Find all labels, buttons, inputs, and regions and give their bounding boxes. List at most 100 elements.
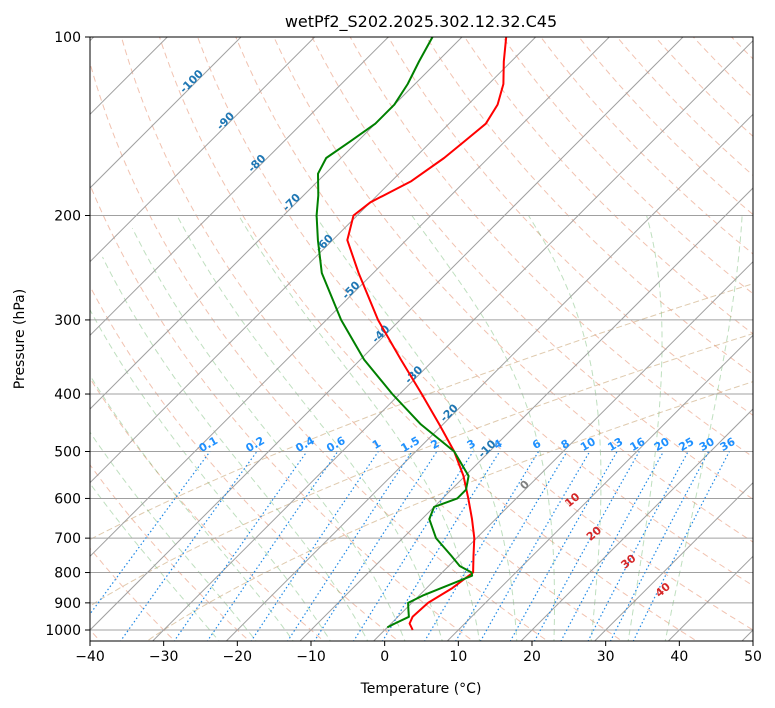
mixing-ratio-line: [455, 451, 568, 641]
x-tick-label: −40: [75, 649, 105, 665]
mixing-ratio-line: [119, 451, 258, 641]
x-tick-label: 50: [744, 649, 762, 665]
isotherm-line: [90, 37, 390, 337]
isotherm-label: -50: [339, 278, 362, 301]
y-tick-label: 200: [54, 209, 81, 225]
dewpoint-profile-line: [315, 37, 474, 629]
mixing-ratio-line: [479, 451, 591, 641]
y-tick-label: 500: [54, 444, 81, 460]
isotherm-label: -60: [313, 232, 336, 255]
isotherm-line: [741, 629, 753, 641]
mixing-ratio-line: [632, 451, 730, 641]
isotherm-label: -20: [438, 401, 461, 424]
mixing-ratio-line: [560, 451, 665, 641]
dry-adiabat: [692, 37, 753, 99]
plot-area: 0.1 0.2 0.4 0.6 1 1.5 2 3 4 6 8 10 13 16 20 25 30 36-100-…: [90, 24, 775, 645]
dry-adiabat-label: 20: [584, 523, 604, 543]
x-tick-label: 20: [523, 649, 541, 665]
isotherm-label: -70: [280, 191, 303, 214]
isotherm-line: [446, 334, 753, 641]
x-tick-label: 30: [597, 649, 615, 665]
x-tick-label: −20: [223, 649, 253, 665]
isotherm-line: [299, 187, 753, 641]
mixing-ratio-line: [90, 451, 211, 616]
mixing-ratio-line: [287, 451, 413, 641]
mixing-ratio-line: [313, 451, 438, 641]
dry-adiabat: [502, 37, 753, 295]
y-tick-label: 600: [54, 491, 81, 507]
dry-adiabat: [730, 37, 753, 60]
mixing-ratio-line: [173, 451, 308, 641]
moist-adiabat: [176, 215, 443, 641]
dry-adiabat: [464, 37, 753, 335]
moist-adiabat: [314, 215, 518, 641]
chart-title: wetPf2_S202.2025.302.12.32.C45: [285, 12, 557, 32]
y-tick-label: 1000: [45, 623, 81, 639]
dry-adiabat-label: 30: [619, 552, 639, 572]
x-tick-label: −30: [149, 649, 179, 665]
isotherm-line: [90, 37, 242, 189]
mixing-ratio-line: [353, 451, 474, 641]
isotherm-line: [225, 113, 753, 641]
isotherm-label: -100: [177, 67, 206, 96]
dry-adiabat: [197, 37, 753, 631]
dry-adiabat: [90, 285, 400, 641]
moist-adiabat: [131, 227, 406, 641]
moist-adiabat: [90, 431, 257, 641]
moist-adiabat: [90, 308, 332, 641]
y-tick-label: 900: [54, 596, 81, 612]
dry-adiabat-label: 10: [562, 490, 582, 510]
moist-adiabat: [238, 215, 481, 641]
mixing-ratio-line: [609, 451, 710, 641]
isotherm-label: -90: [214, 109, 237, 132]
mixing-ratio-line: [250, 451, 379, 641]
dry-adiabat: [578, 37, 753, 216]
x-axis: −40 −30 −20 −10 0 10 20 30 40 50: [75, 641, 762, 665]
sounding-series: [315, 37, 508, 631]
dry-adiabat: [757, 24, 775, 645]
moist-adiabat: [627, 215, 663, 641]
x-axis-title: Temperature (°C): [360, 681, 482, 697]
x-tick-label: 10: [449, 649, 467, 665]
mixing-ratio-lines: [90, 451, 730, 641]
y-axis-title: Pressure (hPa): [12, 289, 28, 389]
dry-adiabat: [90, 183, 474, 641]
isotherm-line: [151, 39, 753, 641]
isobars: [90, 37, 753, 631]
mixing-ratio-line: [381, 451, 501, 641]
dry-adiabat: [90, 464, 251, 641]
dry-adiabat: [654, 37, 753, 138]
dry-adiabat: [540, 37, 753, 255]
moist-adiabat: [102, 256, 369, 641]
isotherm-line: [520, 408, 753, 641]
moist-adiabat: [411, 215, 555, 641]
y-tick-label: 700: [54, 531, 81, 547]
isotherm-line: [90, 37, 537, 484]
moist-adiabats: [90, 215, 743, 641]
y-tick-label: 800: [54, 566, 81, 582]
y-tick-label: 400: [54, 387, 81, 403]
y-tick-label: 100: [54, 30, 81, 46]
mixing-ratio-line: [587, 451, 689, 641]
moist-adiabat: [528, 215, 602, 641]
y-axis: 1000 900 800 700 600 500 400 300 200 100: [45, 30, 90, 639]
x-tick-label: 0: [380, 649, 389, 665]
isotherm-line: [593, 481, 753, 641]
y-tick-label: 300: [54, 313, 81, 329]
mixing-ratio-line: [206, 451, 339, 641]
isotherm-line: [90, 37, 316, 263]
dry-adiabat-label: 40: [653, 580, 673, 600]
dry-adiabat: [425, 37, 753, 375]
dry-adiabat: [273, 37, 753, 543]
x-tick-label: 40: [670, 649, 688, 665]
plot-frame: [89, 36, 754, 642]
isotherm-line: [90, 37, 611, 558]
x-tick-label: −10: [296, 649, 326, 665]
dry-adiabat: [387, 37, 753, 416]
dry-adiabat: [158, 37, 698, 641]
moist-adiabat: [90, 482, 220, 641]
dry-adiabat: [349, 37, 753, 458]
mixing-ratio-label: 6: [530, 437, 543, 452]
isotherm-label: -80: [245, 152, 268, 175]
